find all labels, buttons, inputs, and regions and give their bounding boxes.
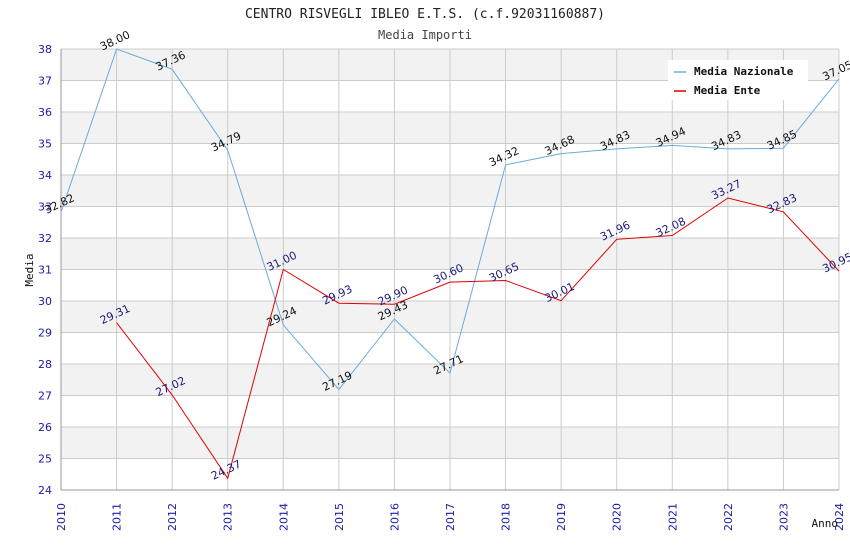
y-tick-label: 31	[38, 264, 52, 277]
legend-box	[668, 60, 808, 100]
x-tick-label: 2024	[833, 503, 846, 531]
y-axis-label: Media	[23, 253, 36, 286]
x-tick-label: 2022	[722, 503, 735, 531]
x-tick-label: 2012	[166, 503, 179, 531]
y-tick-label: 30	[38, 295, 52, 308]
x-tick-label: 2011	[111, 503, 124, 531]
y-tick-label: 27	[38, 390, 52, 403]
y-tick-label: 28	[38, 358, 52, 371]
x-tick-label: 2010	[55, 503, 68, 531]
y-tick-label: 37	[38, 75, 52, 88]
data-label-nazionale: 32.82	[42, 191, 76, 216]
x-axis-ticks: 2010 2011 2012 2013 2014 2015 2016 2017 2018 2019…	[55, 503, 846, 531]
y-tick-label: 29	[38, 327, 52, 340]
x-tick-label: 2013	[222, 503, 235, 531]
data-label-nazionale: 34.32	[487, 144, 521, 169]
x-tick-label: 2023	[777, 503, 790, 531]
chart-subtitle: Media Importi	[378, 28, 472, 42]
y-tick-label: 24	[38, 484, 52, 497]
y-tick-label: 34	[38, 169, 52, 182]
chart-title: CENTRO RISVEGLI IBLEO E.T.S. (c.f.920311…	[245, 7, 605, 22]
y-tick-label: 32	[38, 232, 52, 245]
legend-label-nazionale: Media Nazionale	[694, 65, 794, 78]
x-tick-label: 2021	[666, 503, 679, 531]
x-tick-label: 2014	[277, 503, 290, 531]
x-tick-label: 2020	[611, 503, 624, 531]
gridlines	[60, 48, 840, 491]
x-tick-label: 2015	[333, 503, 346, 531]
legend-label-ente: Media Ente	[694, 84, 761, 97]
y-tick-label: 33	[38, 201, 52, 214]
y-axis-ticks: 24 25 26 27 28 29 30 31 32 33 34 35 36 37 38	[38, 43, 52, 497]
legend: Media Nazionale Media Ente	[668, 60, 808, 100]
x-tick-label: 2019	[555, 503, 568, 531]
y-tick-label: 25	[38, 453, 52, 466]
y-tick-label: 26	[38, 421, 52, 434]
y-tick-label: 38	[38, 43, 52, 56]
series-lines	[60, 48, 840, 480]
x-axis-label: Anno	[812, 517, 839, 530]
y-tick-label: 35	[38, 138, 52, 151]
series-line-nazionale	[60, 48, 840, 391]
x-tick-label: 2018	[500, 503, 513, 531]
y-tick-label: 36	[38, 106, 52, 119]
data-label-ente: 24.37	[209, 458, 243, 483]
series-line-ente	[116, 197, 840, 480]
x-tick-label: 2016	[388, 503, 401, 531]
x-tick-label: 2017	[444, 503, 457, 531]
